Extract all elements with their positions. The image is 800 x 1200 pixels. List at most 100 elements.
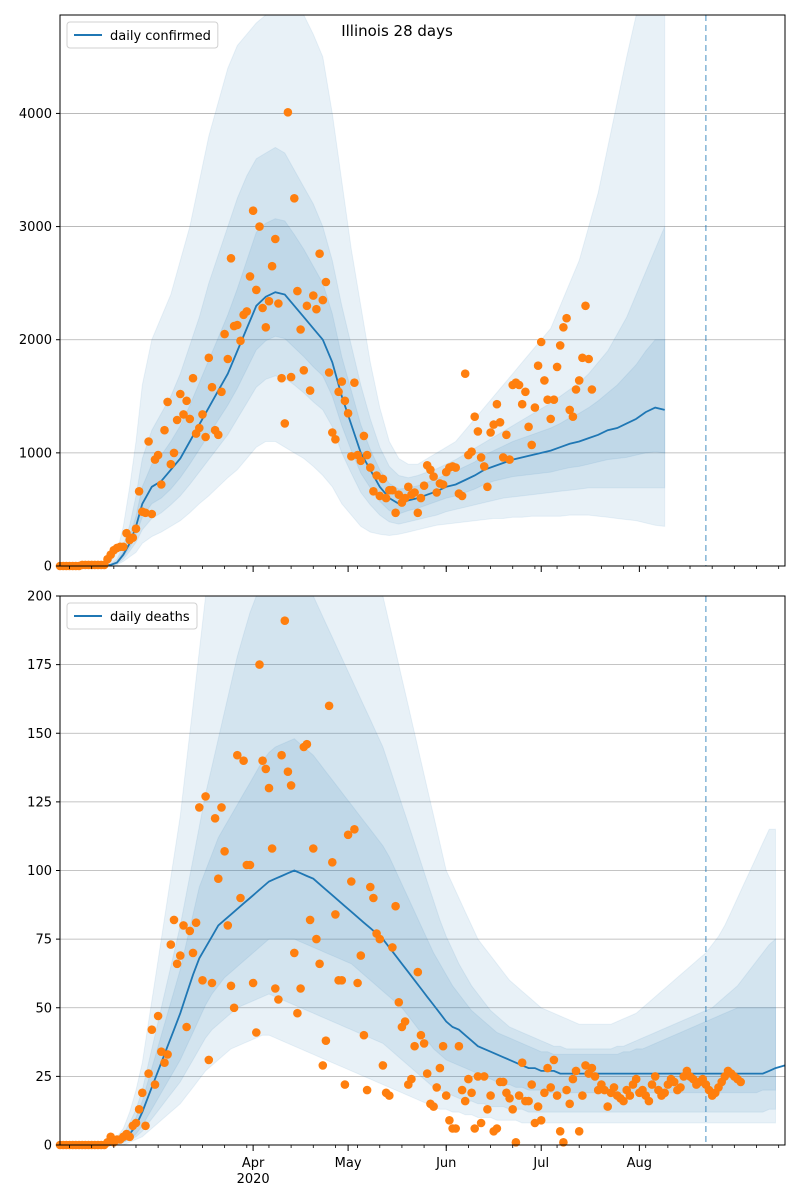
observed-point	[571, 1066, 581, 1076]
observed-point	[555, 341, 565, 350]
observed-point	[293, 1008, 302, 1018]
observed-point	[138, 1088, 147, 1098]
observed-point	[400, 1017, 410, 1026]
observed-point	[274, 995, 283, 1004]
observed-point	[435, 1063, 445, 1073]
observed-point	[546, 1083, 555, 1092]
x-tick-label: Jul	[532, 1156, 549, 1171]
observed-point	[438, 480, 448, 489]
observed-point	[419, 1039, 429, 1048]
observed-point	[337, 377, 347, 386]
observed-point	[191, 918, 201, 927]
observed-point	[432, 1083, 442, 1092]
observed-point	[549, 1055, 559, 1065]
observed-point	[514, 1091, 524, 1100]
observed-point	[302, 739, 312, 749]
x-year-label: 2020	[237, 1172, 270, 1187]
observed-point	[587, 1063, 597, 1073]
observed-point	[378, 474, 388, 484]
observed-point	[432, 488, 442, 497]
observed-point	[356, 456, 366, 466]
observed-point	[242, 307, 252, 316]
observed-point	[359, 431, 369, 441]
observed-point	[511, 1138, 521, 1147]
observed-point	[286, 781, 296, 790]
observed-point	[460, 369, 470, 379]
observed-point	[394, 490, 404, 500]
observed-point	[204, 353, 214, 363]
observed-point	[410, 1041, 419, 1051]
observed-point	[498, 1077, 508, 1087]
observed-point	[176, 389, 185, 399]
y-tick-label: 50	[35, 1001, 52, 1016]
chart-title: Illinois 28 days	[341, 22, 453, 40]
observed-point	[416, 1030, 426, 1040]
observed-point	[366, 882, 375, 892]
observed-point	[467, 1088, 476, 1098]
observed-point	[166, 940, 176, 949]
observed-point	[603, 1102, 612, 1111]
observed-point	[486, 428, 495, 437]
observed-point	[590, 1072, 600, 1081]
observed-point	[340, 396, 350, 406]
confirmed-legend: daily confirmed	[66, 21, 219, 49]
observed-point	[274, 299, 283, 308]
observed-point	[217, 803, 226, 812]
observed-point	[388, 485, 397, 495]
observed-point	[483, 1105, 492, 1114]
observed-point	[239, 756, 248, 765]
observed-point	[505, 455, 514, 464]
observed-point	[467, 447, 476, 457]
observed-point	[486, 1091, 495, 1100]
observed-point	[631, 1074, 641, 1084]
y-tick-label: 75	[35, 933, 52, 948]
deaths-panel: 0 25 50 75 100 125 150 175 200 Apr May Jun Jul Aug 20…	[27, 590, 786, 1187]
observed-point	[381, 493, 391, 503]
observed-point	[416, 493, 426, 503]
observed-point	[245, 272, 255, 281]
observed-point	[318, 295, 328, 305]
observed-point	[210, 814, 220, 823]
y-tick-label: 125	[27, 795, 52, 810]
observed-point	[315, 959, 324, 969]
observed-point	[609, 1083, 619, 1092]
observed-point	[369, 487, 378, 496]
observed-point	[619, 1096, 628, 1106]
observed-point	[163, 397, 172, 407]
observed-point	[660, 1088, 669, 1098]
observed-point	[388, 943, 397, 952]
observed-point	[568, 1074, 578, 1084]
observed-point	[147, 509, 157, 519]
observed-point	[410, 488, 419, 497]
observed-point	[470, 412, 480, 422]
observed-point	[571, 385, 581, 394]
observed-point	[147, 1025, 157, 1034]
observed-point	[255, 222, 264, 231]
observed-point	[296, 984, 305, 993]
observed-point	[429, 1102, 438, 1111]
observed-point	[328, 858, 337, 867]
observed-point	[236, 336, 245, 346]
observed-point	[574, 376, 584, 385]
y-tick-label: 0	[44, 560, 52, 575]
observed-point	[277, 750, 286, 760]
observed-point	[283, 108, 293, 117]
observed-point	[172, 415, 182, 425]
observed-point	[533, 361, 543, 371]
observed-point	[258, 756, 267, 765]
observed-point	[258, 303, 267, 313]
observed-point	[502, 430, 511, 440]
observed-point	[233, 320, 242, 330]
observed-point	[476, 453, 486, 462]
observed-point	[179, 921, 188, 930]
observed-point	[347, 877, 356, 886]
observed-point	[350, 825, 359, 834]
observed-point	[172, 959, 182, 969]
observed-point	[391, 901, 400, 911]
observed-point	[527, 440, 536, 450]
observed-point	[362, 450, 372, 460]
observed-point	[134, 487, 144, 496]
observed-point	[223, 921, 233, 930]
observed-point	[517, 1058, 527, 1067]
observed-point	[375, 934, 385, 944]
